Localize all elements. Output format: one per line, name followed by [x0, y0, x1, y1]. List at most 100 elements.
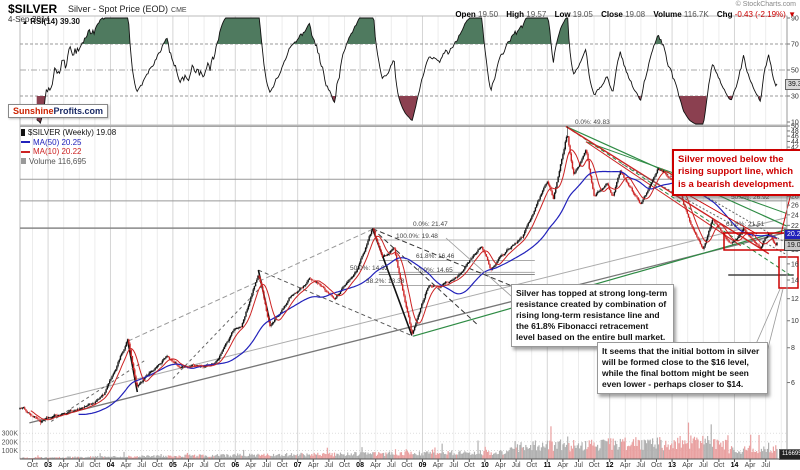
legend-series-text: $SILVER (Weekly) 19.08 — [28, 128, 117, 137]
legend-volume: Volume 116,695 — [21, 157, 116, 167]
rsi-indicator-label: ▲ RSI(14) 39.30 — [22, 17, 80, 26]
callout-line — [755, 288, 781, 345]
x-axis-label: Apr — [58, 462, 70, 469]
x-axis-label: Jul — [262, 462, 271, 469]
x-axis-label: Apr — [557, 462, 569, 469]
fib-label: 50.0%: 26.92 — [731, 194, 770, 201]
x-axis-label: 10 — [481, 462, 489, 469]
x-axis-label: Apr — [682, 462, 694, 469]
axis-tick-label: 70 — [791, 42, 799, 49]
x-axis-label: 05 — [169, 462, 177, 469]
axis-tick-label: 6 — [791, 380, 795, 387]
x-axis-label: Apr — [745, 462, 757, 469]
x-axis-label: Jul — [699, 462, 708, 469]
x-axis-label: Jul — [137, 462, 146, 469]
x-axis-label: Oct — [589, 462, 600, 469]
x-axis-label: Jul — [636, 462, 645, 469]
x-axis-label: Jul — [387, 462, 396, 469]
trendline — [585, 141, 741, 247]
rsi-line — [36, 17, 778, 125]
rsi-oversold-fill — [36, 96, 761, 124]
rsi-fill — [507, 18, 551, 44]
x-axis-label: Apr — [433, 462, 445, 469]
legend-ma10: MA(10) 20.22 — [21, 147, 116, 157]
ma50-line — [78, 170, 778, 415]
chart-date: 4-Sep-2014 — [8, 15, 50, 24]
legend-ma50-text: MA(50) 20.25 — [33, 137, 82, 147]
chg-down-arrow-icon: ▼ — [788, 10, 796, 19]
axis-tick-label: 12 — [791, 296, 799, 303]
axis-tick-label: 300K — [2, 431, 19, 438]
x-axis-label: Oct — [401, 462, 412, 469]
axis-tick-label: 8 — [791, 345, 795, 352]
x-axis-label: 04 — [107, 462, 115, 469]
legend-ma50: MA(50) 20.25 — [21, 138, 116, 148]
candlestick-icon — [21, 129, 25, 137]
x-axis-label: Apr — [121, 462, 133, 469]
chart-title: Silver - Spot Price (EOD) CME — [68, 4, 187, 14]
x-axis-label: 07 — [294, 462, 302, 469]
trendline — [127, 228, 373, 342]
axis-tick-label: 10 — [791, 120, 799, 127]
axis-tick-label: 24 — [791, 212, 799, 219]
x-axis-label: 14 — [731, 462, 739, 469]
ma10-line — [30, 149, 778, 421]
sunshine-profits-logo: SunshineProfits.com — [8, 104, 109, 118]
legend-ma10-text: MA(10) 20.22 — [33, 147, 82, 156]
x-axis-label: 13 — [668, 462, 676, 469]
annotation-long-term-resistance: Silver has topped at strong long-term re… — [511, 284, 674, 348]
fib-label: 38.2%: 13.38 — [366, 278, 405, 285]
ma50-line-icon — [21, 141, 30, 144]
x-axis-label: Jul — [512, 462, 521, 469]
x-axis-label: 06 — [231, 462, 239, 469]
axis-tick-label: 46 — [791, 134, 799, 141]
x-axis-label: Apr — [620, 462, 632, 469]
x-axis-label: Oct — [89, 462, 100, 469]
axis-tick-label: 90 — [791, 16, 799, 23]
annotation-bottom-target: It seems that the initial bottom in silv… — [597, 342, 768, 395]
ma10-line-icon — [21, 150, 30, 153]
stockcharts-copyright: © StockCharts.com — [735, 1, 796, 8]
callout-line — [765, 288, 784, 357]
rsi-fill — [82, 18, 130, 44]
x-axis-label: Jul — [574, 462, 583, 469]
fib-label: 0.0%: 14.65 — [418, 267, 453, 274]
close-label: Close — [601, 10, 623, 19]
x-axis-label: 03 — [44, 462, 52, 469]
axis-tick-label: 50 — [791, 68, 799, 75]
fib-label: 61.8%: 16.46 — [416, 253, 455, 260]
rsi-overbought-fill — [82, 18, 661, 44]
trendline — [412, 228, 788, 337]
x-axis-label: Jul — [761, 462, 770, 469]
rsi-fill — [655, 35, 661, 44]
callout-line — [445, 237, 512, 297]
axis-tick-label: 30 — [791, 94, 799, 101]
axis-tick-label: 100K — [2, 448, 19, 455]
volume-bars-icon — [21, 158, 26, 165]
volume-label: Volume — [653, 10, 682, 19]
rsi-fill — [293, 23, 315, 44]
x-axis-label: Oct — [277, 462, 288, 469]
x-axis-label: Apr — [183, 462, 195, 469]
axis-tick-label: 16 — [791, 261, 799, 268]
high-label: High — [506, 10, 525, 19]
axis-tick-label: 42 — [791, 145, 799, 152]
low-value: 19.05 — [572, 10, 593, 19]
annotation-bearish-development: Silver moved below the rising support li… — [672, 149, 800, 197]
axis-tick-label: 22 — [791, 223, 799, 230]
axis-tick-label: 48 — [791, 128, 799, 135]
open-label: Open — [455, 10, 476, 19]
x-axis-label: Apr — [495, 462, 507, 469]
volume-bars — [19, 422, 778, 459]
trendline — [621, 163, 788, 256]
fib-label: 0.0%: 21.47 — [413, 221, 448, 228]
x-axis-label: Oct — [713, 462, 724, 469]
fib-label: 61.8%: 21.51 — [726, 221, 765, 228]
legend-series: $SILVER (Weekly) 19.08 — [21, 128, 116, 138]
x-axis-label: Apr — [370, 462, 382, 469]
trendline — [50, 360, 146, 422]
rsi-label-text: RSI(14) 39.30 — [30, 17, 80, 26]
trendline — [371, 228, 413, 336]
